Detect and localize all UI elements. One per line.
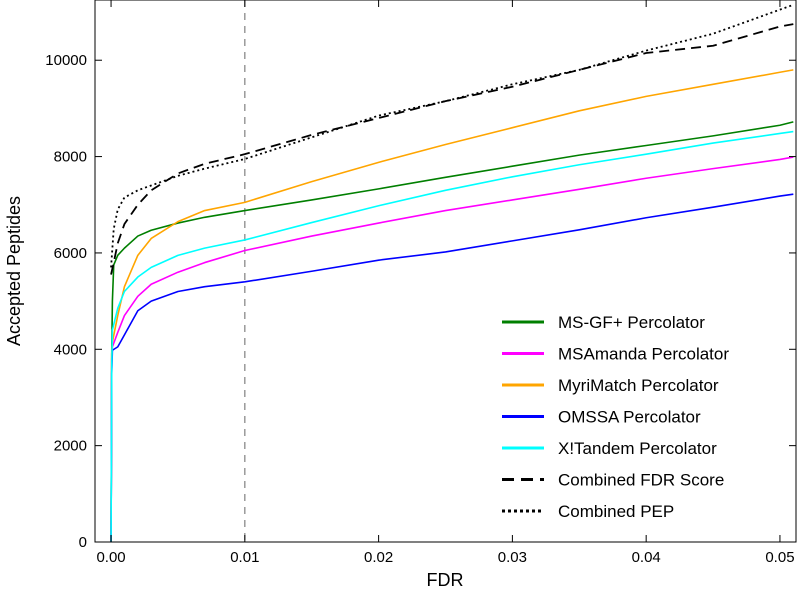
x-axis-ticks: 0.00 0.01 0.02 0.03 0.04 0.05: [96, 0, 795, 566]
x-axis-label: FDR: [427, 570, 464, 590]
legend-label-0: MS-GF+ Percolator: [558, 313, 705, 332]
series-line-6: [110, 3, 794, 268]
series-line-4: [110, 130, 794, 542]
legend-label-3: OMSSA Percolator: [558, 408, 701, 427]
legend-label-6: Combined PEP: [558, 502, 674, 521]
y-tick-label: 2000: [54, 438, 87, 455]
x-tick-label: 0.05: [765, 549, 794, 566]
legend: MS-GF+ Percolator MSAmanda Percolator Myri…: [502, 313, 729, 521]
series-line-3: [110, 193, 794, 542]
y-tick-label: 6000: [54, 245, 87, 262]
x-tick-label: 0.04: [632, 549, 661, 566]
y-tick-label: 8000: [54, 149, 87, 166]
series-line-5: [110, 23, 794, 275]
legend-label-1: MSAmanda Percolator: [558, 345, 729, 364]
plot-frame: [94, 0, 797, 543]
x-tick-label: 0.01: [230, 549, 259, 566]
x-tick-label: 0.02: [364, 549, 393, 566]
y-axis-ticks: 0 2000 4000 6000 8000 10000: [45, 52, 796, 551]
series-line-1: [110, 156, 794, 542]
y-axis-label: Accepted Peptides: [4, 196, 24, 346]
series-line-0: [110, 121, 794, 542]
series-layer: [110, 3, 794, 542]
y-tick-label: 0: [79, 534, 87, 551]
y-tick-label: 4000: [54, 341, 87, 358]
series-line-2: [110, 69, 794, 542]
y-tick-label: 10000: [45, 52, 87, 69]
legend-label-5: Combined FDR Score: [558, 471, 724, 490]
x-tick-label: 0.03: [498, 549, 527, 566]
x-tick-label: 0.00: [96, 549, 125, 566]
legend-label-4: X!Tandem Percolator: [558, 439, 717, 458]
legend-label-2: MyriMatch Percolator: [558, 376, 719, 395]
